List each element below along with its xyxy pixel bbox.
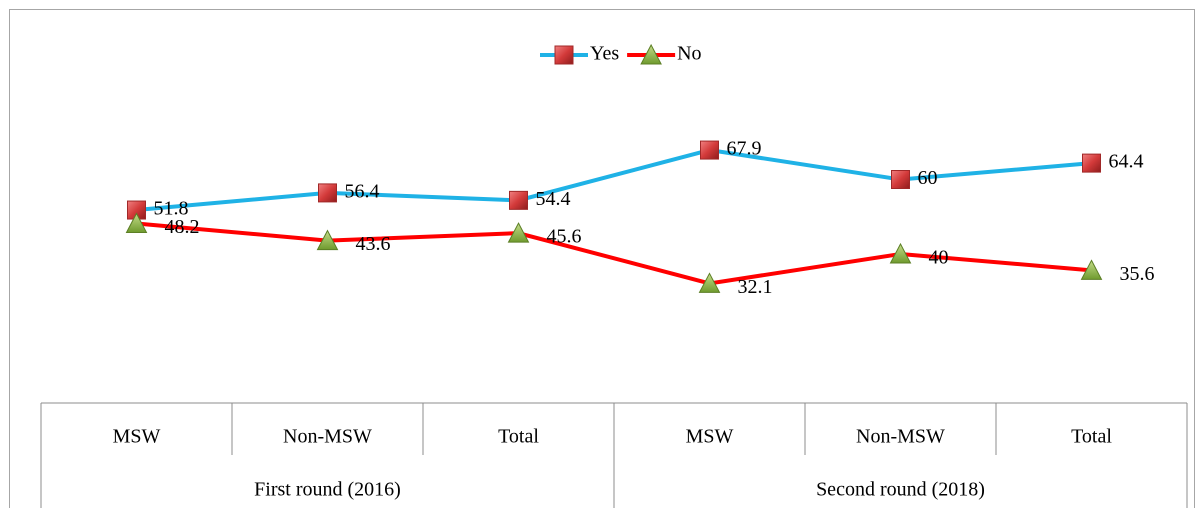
marker — [125, 212, 148, 233]
data-label: 32.1 — [738, 276, 773, 298]
marker — [889, 242, 912, 264]
marker — [509, 190, 528, 210]
x-tick-label: Total — [498, 426, 539, 448]
x-tick-label: Non-MSW — [283, 426, 372, 448]
data-label: 45.6 — [547, 226, 582, 248]
data-label: 43.6 — [356, 233, 391, 255]
x-tick-label: MSW — [686, 426, 734, 448]
data-label: 48.2 — [165, 216, 200, 238]
x-tick-label: MSW — [113, 426, 161, 448]
data-label: 54.4 — [536, 188, 571, 210]
group-label: Second round (2018) — [816, 479, 985, 501]
marker — [507, 222, 530, 243]
marker — [554, 45, 574, 65]
data-label: 64.4 — [1109, 151, 1144, 173]
data-label: 35.6 — [1120, 263, 1155, 285]
data-label: 67.9 — [727, 138, 762, 160]
group-label: First round (2016) — [254, 479, 401, 501]
series-line — [136, 148, 1092, 213]
legend-label: No — [677, 43, 701, 65]
chart-border — [9, 9, 1195, 508]
marker — [700, 140, 719, 160]
x-tick-label: Non-MSW — [856, 426, 945, 448]
data-label: 40 — [929, 247, 949, 269]
data-label: 56.4 — [345, 181, 380, 203]
x-tick-label: Total — [1071, 426, 1112, 448]
marker — [316, 229, 339, 251]
marker — [891, 170, 910, 189]
marker — [1082, 153, 1101, 173]
data-label: 51.8 — [154, 198, 189, 220]
marker — [640, 43, 662, 65]
legend-label: Yes — [590, 43, 619, 65]
marker — [318, 183, 337, 203]
series-line — [136, 221, 1092, 286]
data-label: 60 — [918, 167, 938, 189]
marker — [1080, 259, 1103, 280]
marker — [698, 272, 721, 293]
